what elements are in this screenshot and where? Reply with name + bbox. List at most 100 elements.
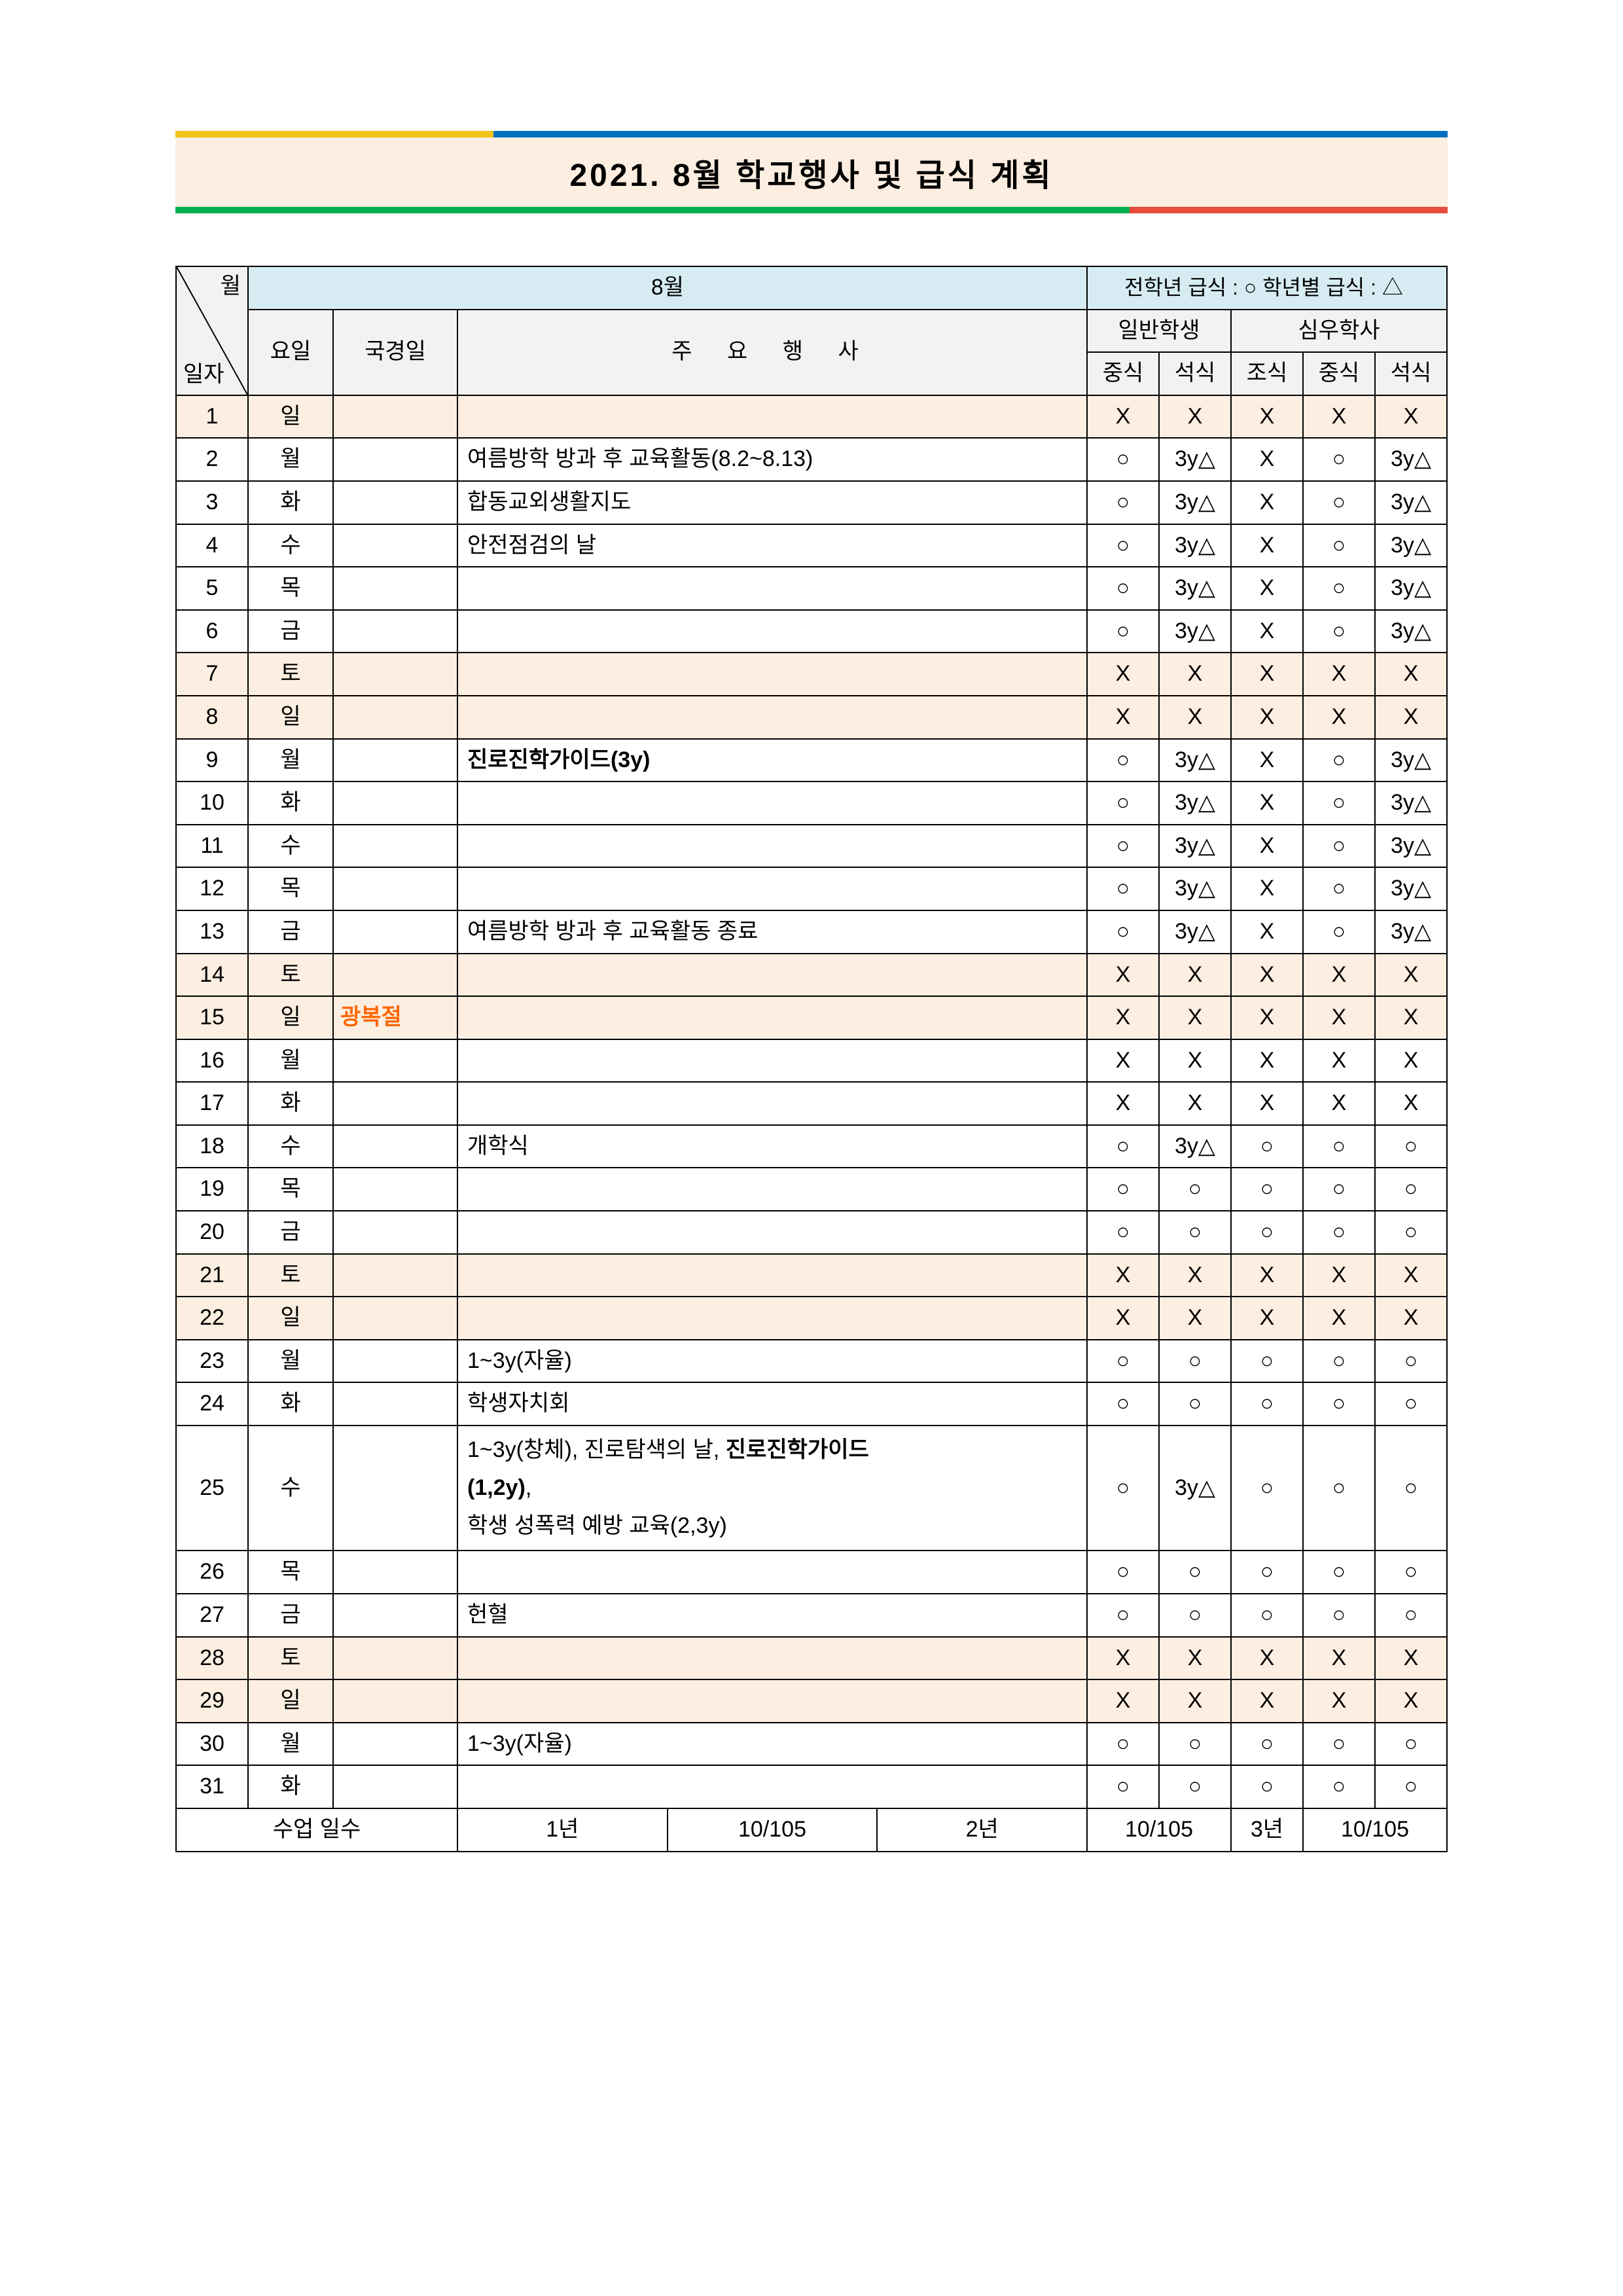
meal-cell: ○ xyxy=(1303,481,1375,524)
meal-cell: X xyxy=(1375,696,1447,739)
meal-cell: ○ xyxy=(1303,567,1375,610)
day-cell: 월 xyxy=(248,438,333,481)
event-cell: 학생자치회 xyxy=(457,1382,1087,1426)
day-cell: 월 xyxy=(248,739,333,782)
event-cell xyxy=(457,1254,1087,1297)
meal-cell: ○ xyxy=(1159,1340,1231,1383)
holiday-cell xyxy=(333,825,457,868)
holiday-cell xyxy=(333,524,457,567)
holiday-cell xyxy=(333,1340,457,1383)
meal-cell: ○ xyxy=(1375,1551,1447,1594)
date-cell: 31 xyxy=(176,1765,248,1808)
meal-cell: X xyxy=(1375,1679,1447,1723)
day-cell: 월 xyxy=(248,1340,333,1383)
col-lunch-1: 중식 xyxy=(1087,352,1159,395)
event-cell xyxy=(457,1637,1087,1680)
date-cell: 3 xyxy=(176,481,248,524)
meal-cell: X xyxy=(1231,996,1303,1039)
day-cell: 목 xyxy=(248,867,333,910)
legend-text: 전학년 급식 : ○ 학년별 급식 : △ xyxy=(1087,266,1447,310)
meal-cell: X xyxy=(1159,696,1231,739)
meal-cell: X xyxy=(1303,395,1375,439)
holiday-cell xyxy=(333,1211,457,1254)
table-row: 26목○○○○○ xyxy=(176,1551,1447,1594)
table-row: 19목○○○○○ xyxy=(176,1168,1447,1211)
date-cell: 4 xyxy=(176,524,248,567)
holiday-cell xyxy=(333,1168,457,1211)
meal-cell: ○ xyxy=(1087,1211,1159,1254)
meal-cell: ○ xyxy=(1303,1168,1375,1211)
event-cell xyxy=(457,1168,1087,1211)
y3-val: 10/105 xyxy=(1303,1808,1447,1852)
meal-cell: X xyxy=(1159,653,1231,696)
date-cell: 1 xyxy=(176,395,248,439)
meal-cell: ○ xyxy=(1375,1723,1447,1766)
holiday-cell xyxy=(333,1082,457,1125)
event-cell: 안전점검의 날 xyxy=(457,524,1087,567)
meal-cell: 3y△ xyxy=(1159,1125,1231,1168)
table-row: 4수안전점검의 날○3y△X○3y△ xyxy=(176,524,1447,567)
holiday-cell xyxy=(333,739,457,782)
event-cell: 1~3y(자율) xyxy=(457,1340,1087,1383)
date-cell: 19 xyxy=(176,1168,248,1211)
table-row: 22일XXXXX xyxy=(176,1297,1447,1340)
holiday-cell xyxy=(333,1382,457,1426)
meal-cell: X xyxy=(1087,1254,1159,1297)
meal-cell: ○ xyxy=(1303,867,1375,910)
table-row: 27금헌혈○○○○○ xyxy=(176,1594,1447,1637)
meal-cell: ○ xyxy=(1159,1723,1231,1766)
meal-cell: X xyxy=(1159,1082,1231,1125)
meal-cell: X xyxy=(1303,1039,1375,1083)
table-row: 28토XXXXX xyxy=(176,1637,1447,1680)
table-row: 25수1~3y(창체), 진로탐색의 날, 진로진학가이드(1,2y),학생 성… xyxy=(176,1426,1447,1551)
meal-cell: X xyxy=(1231,1039,1303,1083)
meal-cell: X xyxy=(1159,996,1231,1039)
meal-cell: ○ xyxy=(1231,1382,1303,1426)
date-cell: 20 xyxy=(176,1211,248,1254)
meal-cell: X xyxy=(1087,1297,1159,1340)
meal-cell: X xyxy=(1159,1679,1231,1723)
table-row: 24화학생자치회○○○○○ xyxy=(176,1382,1447,1426)
event-cell xyxy=(457,653,1087,696)
meal-cell: ○ xyxy=(1087,1594,1159,1637)
holiday-cell xyxy=(333,610,457,653)
meal-cell: X xyxy=(1303,996,1375,1039)
meal-cell: 3y△ xyxy=(1159,781,1231,825)
meal-cell: X xyxy=(1159,1637,1231,1680)
meal-cell: X xyxy=(1231,781,1303,825)
meal-cell: X xyxy=(1159,1039,1231,1083)
meal-cell: ○ xyxy=(1087,1340,1159,1383)
meal-cell: ○ xyxy=(1159,1168,1231,1211)
holiday-cell xyxy=(333,1426,457,1551)
table-row: 12목○3y△X○3y△ xyxy=(176,867,1447,910)
date-cell: 11 xyxy=(176,825,248,868)
schedule-body: 1일XXXXX2월여름방학 방과 후 교육활동(8.2~8.13)○3y△X○3… xyxy=(176,395,1447,1808)
meal-cell: ○ xyxy=(1231,1723,1303,1766)
day-cell: 화 xyxy=(248,481,333,524)
meal-cell: ○ xyxy=(1231,1594,1303,1637)
day-cell: 화 xyxy=(248,1382,333,1426)
holiday-cell: 광복절 xyxy=(333,996,457,1039)
event-cell: 1~3y(자율) xyxy=(457,1723,1087,1766)
meal-cell: X xyxy=(1375,395,1447,439)
event-cell: 헌혈 xyxy=(457,1594,1087,1637)
day-cell: 일 xyxy=(248,395,333,439)
day-cell: 일 xyxy=(248,1679,333,1723)
date-cell: 10 xyxy=(176,781,248,825)
meal-cell: ○ xyxy=(1231,1551,1303,1594)
meal-cell: ○ xyxy=(1159,1382,1231,1426)
meal-cell: ○ xyxy=(1087,825,1159,868)
meal-cell: ○ xyxy=(1303,1125,1375,1168)
table-row: 13금여름방학 방과 후 교육활동 종료○3y△X○3y△ xyxy=(176,910,1447,954)
date-cell: 14 xyxy=(176,954,248,997)
table-row: 16월XXXXX xyxy=(176,1039,1447,1083)
event-cell xyxy=(457,1211,1087,1254)
date-axis-label: 일자 xyxy=(183,359,224,391)
meal-cell: ○ xyxy=(1231,1426,1303,1551)
meal-cell: ○ xyxy=(1231,1168,1303,1211)
holiday-cell xyxy=(333,867,457,910)
meal-cell: X xyxy=(1231,610,1303,653)
meal-cell: ○ xyxy=(1087,438,1159,481)
meal-cell: ○ xyxy=(1087,567,1159,610)
meal-cell: X xyxy=(1231,696,1303,739)
